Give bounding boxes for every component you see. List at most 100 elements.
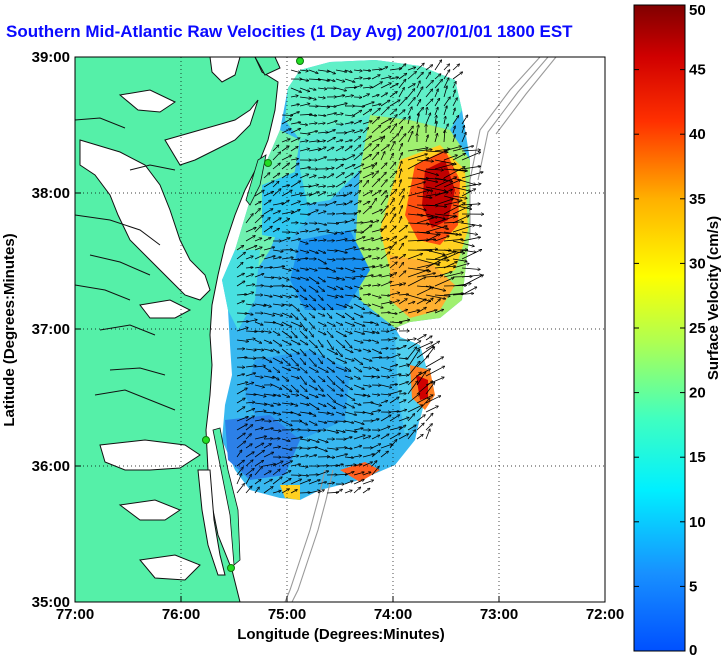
velocity-arrow [362,411,373,414]
velocity-arrow [362,348,371,352]
velocity-arrow [452,258,467,261]
velocity-arrow [416,258,440,265]
velocity-arrow [344,402,354,408]
velocity-arrow [263,238,271,242]
velocity-arrow [290,490,297,494]
velocity-arrow [281,185,290,188]
velocity-arrow [317,393,325,396]
velocity-arrow [263,277,274,278]
velocity-arrow [272,357,283,363]
velocity-arrow [317,321,326,326]
velocity-arrow [344,267,355,272]
velocity-arrow [272,339,282,346]
velocity-arrow [299,174,309,179]
velocity-arrow [326,457,335,458]
velocity-arrow [425,257,447,269]
velocity-arrow [389,189,397,197]
velocity-arrow [254,428,263,431]
velocity-arrow [371,467,379,476]
velocity-arrow [335,147,344,152]
velocity-arrow [398,417,409,422]
colorbar-tick-label: 5 [689,578,697,595]
velocity-arrow [335,114,343,115]
velocity-arrow [308,402,319,410]
velocity-arrow [236,424,247,431]
velocity-arrow [245,425,253,431]
velocity-arrow [416,160,433,161]
velocity-arrow [281,339,291,345]
velocity-arrow [317,294,323,300]
velocity-arrow [308,192,319,197]
velocity-arrow [281,238,290,242]
velocity-arrow [254,303,266,306]
velocity-arrow [371,117,379,125]
velocity-arrow [398,346,406,350]
velocity-arrow [245,313,253,315]
velocity-arrow [290,402,298,406]
velocity-arrow [263,452,274,458]
velocity-arrow [290,384,299,392]
velocity-arrow [371,171,378,179]
velocity-arrow [416,434,423,440]
velocity-arrow [344,366,351,371]
velocity-arrow [281,200,289,206]
velocity-arrow [326,223,339,224]
velocity-arrow [308,321,314,328]
velocity-arrow [299,141,308,142]
velocity-arrow [407,347,417,359]
velocity-arrow [389,322,402,323]
velocity-arrow [272,304,284,306]
velocity-arrow [425,285,446,291]
velocity-arrow [371,258,379,259]
y-tick-labels: 39:00 38:00 37:00 36:00 35:00 [32,49,70,611]
velocity-arrow [398,236,407,242]
velocity-arrow [245,460,253,467]
velocity-arrow [317,471,329,476]
velocity-arrow [443,293,463,296]
velocity-arrow [362,376,374,377]
velocity-arrow [299,330,307,338]
velocity-arrow [299,223,307,224]
velocity-arrow [299,294,307,300]
velocity-arrow [299,480,311,485]
velocity-arrow [281,403,293,404]
velocity-arrow [281,412,293,413]
velocity-arrow [416,100,421,107]
velocity-arrow [335,375,344,383]
velocity-arrow [335,489,342,494]
velocity-arrow [308,149,321,152]
velocity-arrow [425,72,431,80]
velocity-arrow [398,320,410,323]
velocity-arrow [290,394,299,396]
velocity-arrow [353,171,361,179]
velocity-arrow [317,447,327,451]
velocity-arrow [236,398,245,404]
velocity-arrow [326,421,337,423]
velocity-arrow [290,366,300,370]
velocity-arrow [236,262,243,269]
velocity-arrow [434,216,455,224]
velocity-arrow [389,397,399,404]
velocity-arrow [452,116,459,125]
velocity-arrow [380,100,390,107]
velocity-arrow [398,161,402,170]
velocity-arrow [317,258,326,264]
velocity-arrow [362,472,371,476]
velocity-arrow [380,282,392,287]
velocity-arrow [344,481,353,485]
velocity-arrow [407,107,412,116]
velocity-arrow [443,203,465,215]
velocity-arrow [344,192,352,197]
velocity-arrow [416,415,425,422]
velocity-arrow [308,175,316,179]
velocity-arrow [263,218,270,224]
velocity-arrow [353,375,360,379]
velocity-arrow [326,194,336,196]
velocity-arrow [389,415,400,422]
velocity-arrow [380,265,389,269]
velocity-arrow [371,190,381,197]
velocity-arrow [245,267,253,268]
velocity-arrow [389,300,399,305]
velocity-arrow [452,64,459,71]
velocity-arrow [299,493,310,494]
